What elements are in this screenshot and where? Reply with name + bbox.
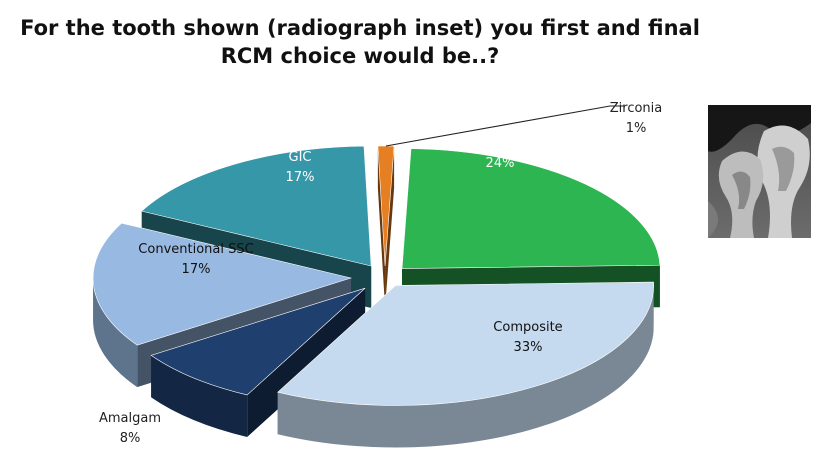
slice-label-name: Conventional SSC <box>138 242 253 257</box>
slice-label-name: Amalgam <box>99 411 161 426</box>
slice-label-name: Hall SSC <box>473 136 528 151</box>
slice-label-value: 17% <box>286 170 315 185</box>
slice-label-value: 1% <box>626 121 647 136</box>
slice-label-name: Zirconia <box>610 101 663 116</box>
slice-outer-wall <box>93 278 138 388</box>
slice-label-value: 17% <box>182 262 211 277</box>
zirconia-leader-line <box>385 105 624 147</box>
pie-tops <box>92 145 661 406</box>
slice-composite <box>277 281 654 406</box>
slice-label-name: GIC <box>289 150 312 165</box>
slice-outer-wall <box>151 355 248 437</box>
slice-conventional-ssc <box>92 222 353 346</box>
slice-gic <box>141 145 372 267</box>
slice-label-value: 33% <box>514 340 543 355</box>
slice-label-value: 24% <box>486 156 515 171</box>
slice-label-name: Composite <box>493 320 562 335</box>
slice-amalgam <box>150 287 366 396</box>
pie-labels: Hall SSC 24% Composite 33% Amalgam 8% Conventi… <box>99 101 662 446</box>
chart-title-line-2: RCM choice would be..? <box>220 44 500 68</box>
slice-outer-wall <box>277 285 654 448</box>
slice-inner-face <box>385 146 395 309</box>
radiograph-image <box>708 105 811 238</box>
slice-hall-ssc <box>401 148 661 269</box>
chart-title-line-1: For the tooth shown (radiograph inset) y… <box>20 16 700 40</box>
slice-inner-face <box>377 146 386 309</box>
chart-title: For the tooth shown (radiograph inset) y… <box>0 14 720 70</box>
slice-label-value: 8% <box>120 431 141 446</box>
